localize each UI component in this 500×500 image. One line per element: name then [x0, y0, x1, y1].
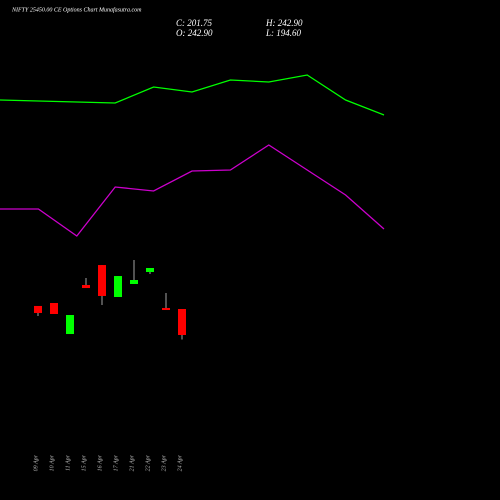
line-series [0, 144, 385, 237]
candle-body [50, 303, 58, 314]
candle-body [178, 309, 186, 335]
x-tick-label: 23 Apr [161, 454, 167, 471]
x-tick-label: 21 Apr [129, 454, 135, 471]
x-tick-label: 24 Apr [176, 454, 183, 471]
candle-body [130, 280, 138, 284]
candle-body [162, 307, 170, 311]
low-label: L: 194.60 [265, 28, 302, 38]
x-tick-label: 17 Apr [113, 454, 119, 471]
candle-body [82, 284, 90, 289]
x-tick-label: 09 Apr [33, 454, 39, 471]
candle-body [66, 315, 74, 335]
candle-body [34, 305, 42, 313]
x-tick-label: 11 Apr [65, 454, 71, 471]
x-tick-label: 10 Apr [49, 454, 55, 471]
x-tick-label: 22 Apr [145, 454, 151, 471]
open-label: O: 242.90 [176, 28, 213, 38]
candle-body [98, 265, 106, 296]
close-label: C: 201.75 [176, 18, 213, 28]
chart-title: NIFTY 25450.00 CE Options Chart Munafasu… [11, 6, 142, 13]
candle-body [146, 268, 154, 272]
x-tick-label: 16 Apr [97, 454, 103, 471]
x-tick-label: 15 Apr [81, 454, 87, 471]
line-series [0, 74, 385, 116]
high-label: H: 242.90 [265, 18, 303, 28]
candle-body [114, 276, 122, 297]
